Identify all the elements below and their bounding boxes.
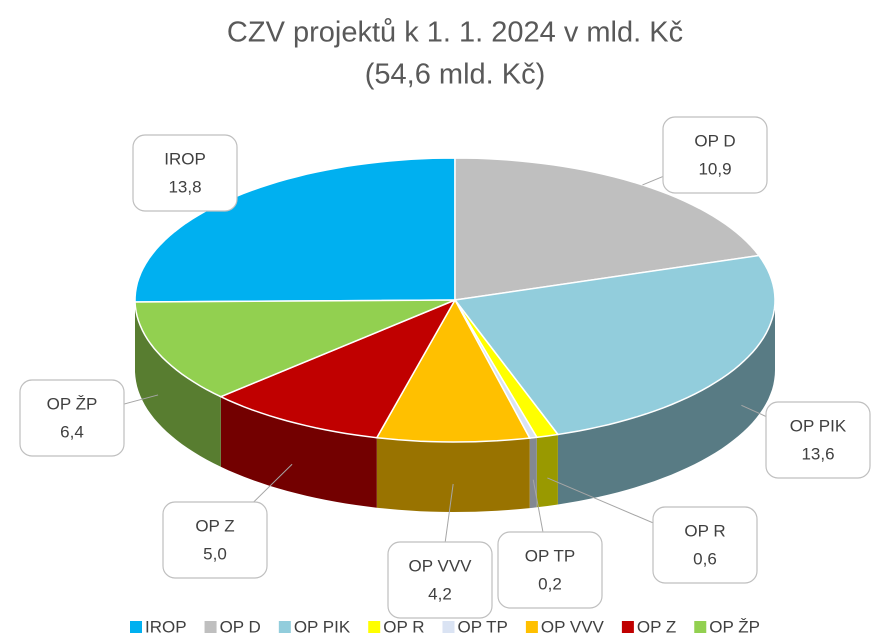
label-box (497, 531, 603, 609)
legend-swatch (442, 621, 455, 633)
pie-slice (453, 254, 776, 436)
data-label-name: OP Z (195, 516, 234, 535)
legend-swatch (694, 621, 707, 633)
pie-slice-side (220, 396, 377, 508)
legend-label: IROP (145, 617, 187, 636)
data-label-name: OP PIK (790, 416, 847, 435)
data-label-value: 4,2 (428, 584, 452, 603)
data-label-name: OP VVV (409, 556, 473, 575)
data-label-name: OP ŽP (47, 394, 98, 413)
data-label-value: 13,8 (168, 177, 201, 196)
legend-label: OP PIK (294, 617, 351, 636)
legend-swatch (130, 621, 142, 633)
data-label-value: 0,2 (538, 574, 562, 593)
pie-slice-side (536, 434, 558, 508)
label-box (765, 401, 871, 479)
label-box (19, 379, 125, 457)
data-label-name: OP R (684, 521, 725, 540)
pie-slice-side (135, 302, 221, 467)
data-label-name: IROP (164, 149, 206, 168)
data-label-name: OP D (694, 131, 735, 150)
data-label-value: 10,9 (698, 159, 731, 178)
pie-slice (218, 298, 457, 439)
label-box (652, 506, 758, 584)
legend-label: OP VVV (541, 617, 605, 636)
legend-swatch (368, 621, 381, 633)
data-label-value: 13,6 (801, 444, 834, 463)
legend-label: OP ŽP (709, 617, 760, 636)
legend-label: OP D (220, 617, 261, 636)
label-box (662, 116, 768, 194)
legend-swatch (621, 621, 634, 633)
legend-swatch (204, 621, 217, 633)
legend-label: OP Z (637, 617, 676, 636)
label-box (162, 501, 268, 579)
pie-slice-side (557, 300, 775, 505)
legend-label: OP R (383, 617, 424, 636)
data-label-value: 0,6 (693, 549, 717, 568)
chart-title: CZV projektů k 1. 1. 2024 v mld. Kč (227, 17, 683, 49)
legend-label: OP TP (457, 617, 507, 636)
data-label-value: 5,0 (203, 544, 227, 563)
data-label-value: 6,4 (60, 422, 84, 441)
pie-slice-side (529, 437, 537, 509)
data-label-name: OP TP (525, 546, 575, 565)
label-box (132, 134, 238, 212)
pie-slice (134, 299, 456, 398)
legend-swatch (525, 621, 538, 633)
pie-slice-side (376, 437, 530, 512)
chart-subtitle: (54,6 mld. Kč) (365, 59, 546, 91)
pie-slice (375, 298, 531, 443)
label-box (387, 541, 493, 619)
legend-swatch (278, 621, 291, 633)
